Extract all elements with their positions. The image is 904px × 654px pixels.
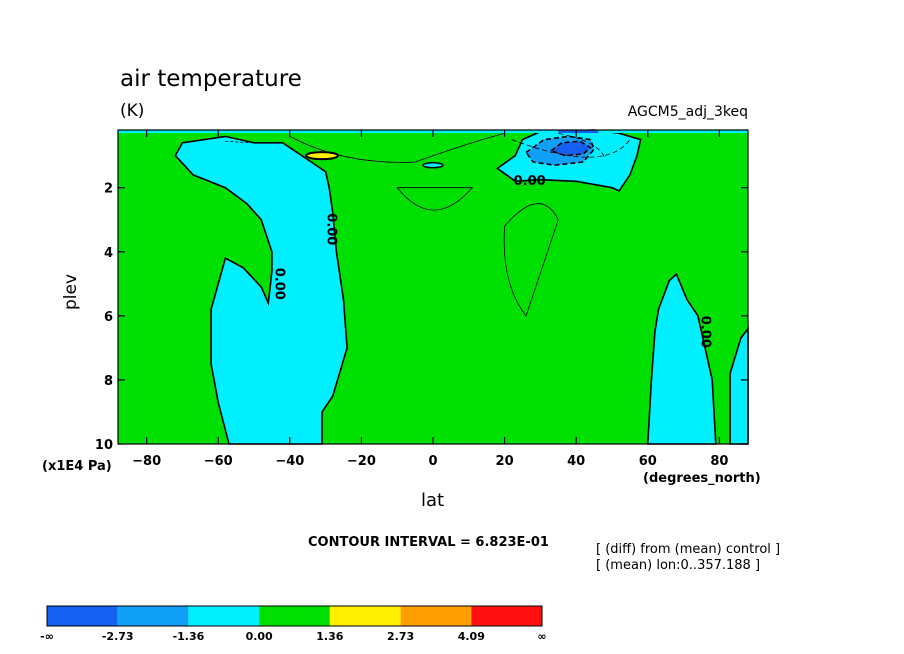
- note-mean: [ (mean) lon:0..357.188 ]: [596, 558, 761, 573]
- colorbar-segment: [329, 606, 401, 626]
- contour-line-negative: [558, 132, 606, 159]
- colorbar-label: ∞: [537, 630, 546, 643]
- x-tick-label: −40: [275, 454, 304, 469]
- x-tick-label: −80: [132, 454, 161, 469]
- x-tick-label: 40: [567, 454, 585, 469]
- x-tick-label: −20: [347, 454, 376, 469]
- y-tick-label: 10: [95, 438, 113, 453]
- colorbar-label: 2.73: [387, 630, 414, 643]
- colorbar-segment: [188, 606, 260, 626]
- contour-line-positive: [396, 187, 474, 211]
- x-axis-units: (degrees_north): [643, 471, 761, 486]
- contour-region-northern-cyan-lower: [646, 272, 717, 445]
- colorbar-segment: [117, 606, 189, 626]
- contour-label: 0.00: [698, 316, 713, 348]
- contour-line-negative: [225, 140, 251, 144]
- chart-units: (K): [120, 101, 145, 121]
- contour-interval: CONTOUR INTERVAL = 6.823E-01: [308, 535, 549, 550]
- y-tick-label: 6: [104, 310, 113, 325]
- x-tick-label: 60: [639, 454, 657, 469]
- colorbar-label: -2.73: [102, 630, 134, 643]
- y-axis-units: (x1E4 Pa): [42, 459, 112, 474]
- colorbar-segment: [47, 606, 118, 626]
- contour-label: 0.00: [514, 174, 546, 189]
- y-tick-label: 4: [104, 246, 113, 261]
- x-tick-label: 80: [710, 454, 728, 469]
- chart-title: air temperature: [120, 66, 302, 92]
- contour-label: 0.00: [272, 268, 287, 300]
- contour-label: 0.00: [323, 213, 338, 245]
- colorbar-segment: [259, 606, 330, 626]
- contour-line-negative: [511, 139, 631, 158]
- x-axis-label: lat: [421, 490, 445, 511]
- y-tick-label: 8: [104, 374, 113, 389]
- colorbar-frame: [46, 605, 543, 627]
- colorbar-label: -1.36: [173, 630, 205, 643]
- colorbar-segment: [471, 606, 542, 626]
- x-tick-label: −60: [204, 454, 233, 469]
- x-tick-label: 0: [428, 454, 437, 469]
- contour-line-positive: [503, 203, 559, 317]
- small-negative-cell: [422, 161, 444, 169]
- contour-line-positive: [289, 132, 505, 163]
- colorbar-label: 0.00: [246, 630, 273, 643]
- x-tick-label: 20: [496, 454, 514, 469]
- note-diff: [ (diff) from (mean) control ]: [596, 542, 781, 557]
- colorbar-segment: [400, 606, 472, 626]
- colorbar-label: 4.09: [458, 630, 485, 643]
- contour-region-deep-blue-core: [549, 140, 592, 157]
- top-edge-blue: [558, 130, 599, 133]
- colorbar-label: -∞: [40, 630, 54, 643]
- y-tick-label: 2: [104, 182, 113, 197]
- colorbar-label: 1.36: [316, 630, 343, 643]
- run-label: AGCM5_adj_3keq: [627, 104, 748, 120]
- contour-region-southern-cyan-band: [174, 135, 348, 445]
- small-positive-cell: [305, 151, 340, 161]
